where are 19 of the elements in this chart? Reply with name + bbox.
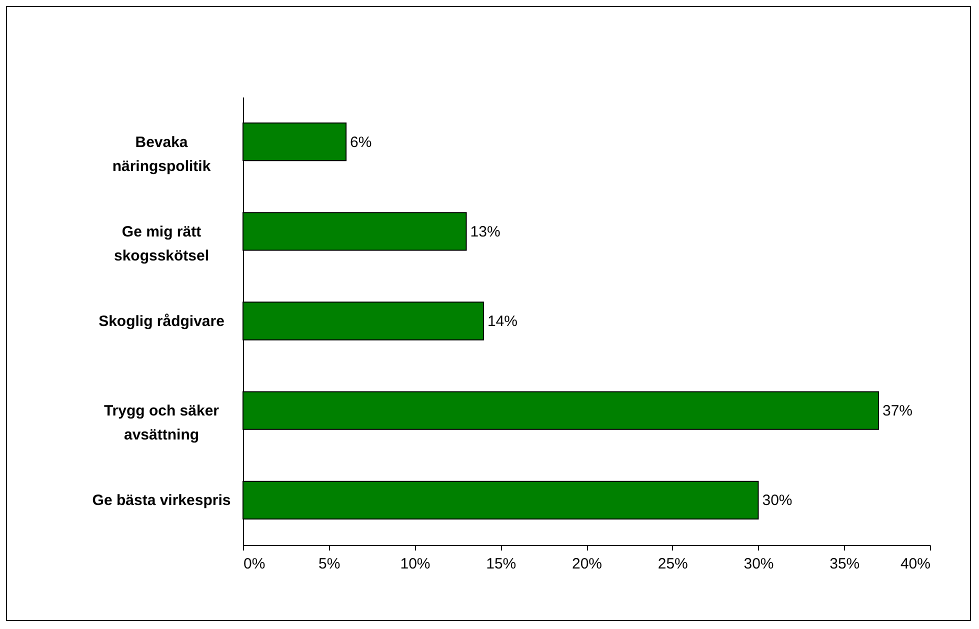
data-label: 30% [762, 492, 792, 510]
x-tick-label: 15% [486, 556, 516, 572]
x-tick-label: 30% [744, 556, 774, 572]
y-tick-label: Trygg och säker avsättning [104, 402, 220, 444]
y-tick-label: Ge bästa virkespris [92, 492, 231, 510]
x-tick-label: 0% [244, 556, 266, 572]
x-tick-label: 35% [830, 556, 860, 572]
x-tick-label: 20% [572, 556, 602, 572]
data-label: 37% [882, 402, 913, 420]
data-label: 13% [470, 223, 500, 240]
data-label: 14% [487, 313, 518, 330]
y-tick-label: Skoglig rådgivare [98, 313, 224, 330]
data-label: 6% [350, 134, 372, 151]
y-tick-label: Ge mig rätt skogsskötsel [114, 223, 210, 264]
x-tick-label: 40% [900, 556, 930, 572]
x-tick-label: 5% [318, 556, 340, 572]
x-tick-label: 25% [658, 556, 688, 572]
x-tick-label: 10% [400, 556, 430, 572]
y-tick-label: Bevaka näringspolitik [112, 134, 212, 175]
